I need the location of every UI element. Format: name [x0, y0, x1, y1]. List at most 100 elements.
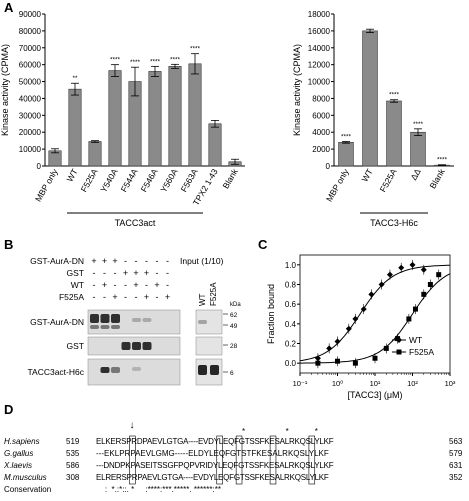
western-blot-panel: GST-AurA-DN + + + - - - - - GST - - - + + + - - WT - + - - + - + -…: [0, 248, 258, 398]
y-tick-label: 14000: [308, 44, 331, 53]
gel-plus-minus: -: [93, 292, 96, 302]
y-tick-label: 0.0: [285, 359, 297, 368]
gel-plus-minus: -: [156, 292, 159, 302]
gel-plus-minus: +: [102, 256, 107, 266]
blot-band: [132, 367, 141, 371]
conservation-label: Conservation: [4, 485, 51, 494]
data-point: [334, 338, 341, 345]
seq-start: 308: [66, 473, 80, 482]
blot-band: [111, 314, 120, 323]
bar: [68, 88, 82, 167]
data-point: [398, 264, 405, 271]
x-tick-label: Blank: [220, 166, 240, 190]
seq-start: 535: [66, 449, 80, 458]
x-tick-label: 10²: [407, 379, 418, 388]
bar: [362, 30, 378, 167]
seq-end: 579: [449, 449, 463, 458]
data-point: [352, 315, 359, 322]
sequence: ---EKLPRPAEVLGMG-----ELDYLEQFGTSTFKESALR…: [96, 449, 329, 458]
gel-plus-minus: +: [133, 268, 138, 278]
data-point: [436, 272, 442, 278]
gel-plus-minus: -: [114, 280, 117, 290]
conserved-box: [129, 435, 136, 485]
gel-row-label: GST: [67, 268, 84, 278]
blot-band: [100, 314, 110, 323]
y-tick-label: 90000: [19, 10, 42, 19]
y-axis-label: Kinase activity (CPMA): [292, 44, 302, 136]
gel-row-label: WT: [71, 280, 84, 290]
bar: [88, 141, 102, 167]
x-tick-label: WT: [359, 167, 374, 183]
marker-label: 28: [230, 343, 238, 350]
y-tick-label: 0.6: [285, 300, 297, 309]
blot-label: GST: [67, 341, 84, 351]
y-tick-label: 80000: [19, 27, 42, 36]
blot-band: [198, 365, 207, 375]
conserved-box: [308, 435, 316, 485]
y-tick-label: 70000: [19, 44, 42, 53]
significance-stars: **: [72, 75, 78, 82]
data-point: [345, 325, 352, 332]
lane-label: F525A: [209, 282, 218, 306]
blot-label: TACC3act-H6c: [27, 367, 84, 377]
gel-plus-minus: -: [156, 256, 159, 266]
gel-plus-minus: +: [154, 280, 159, 290]
gel-plus-minus: -: [166, 256, 169, 266]
significance-stars: ****: [413, 121, 424, 128]
binding-curve-chart: 0.0 0.2 0.4 0.6 0.8 1.0 10⁻¹ 10⁰ 10¹ 10² 10³ Fracti…: [266, 254, 456, 400]
input-label: Input (1/10): [180, 256, 224, 266]
y-tick-label: 2000: [312, 145, 330, 154]
gel-plus-minus: -: [103, 292, 106, 302]
seq-end: 352: [449, 473, 463, 482]
significance-stars: ****: [389, 92, 400, 99]
blot-band: [132, 318, 141, 322]
significance-stars: ****: [190, 46, 201, 53]
arrow-marker: ↓: [129, 420, 134, 431]
seq-start: 586: [66, 461, 80, 470]
data-point: [406, 316, 412, 322]
bar: [208, 123, 222, 167]
conserved-box: [235, 435, 243, 485]
bar: [410, 131, 426, 167]
bar-chart-tacc3-h6c: 0 2000 4000 6000 8000 10000 12000 14000 16000 180…: [292, 10, 454, 228]
gel-plus-minus: -: [166, 280, 169, 290]
data-point: [412, 306, 418, 312]
y-axis-label: Kinase activity (CPMA): [0, 44, 10, 136]
blot-band: [198, 320, 207, 324]
sequence: ELKERSPRDPAEVLGTGA----EVDYLEQFGTSSFKESAL…: [96, 437, 334, 446]
y-tick-label: 50000: [19, 78, 42, 87]
organism-name: M.musculus: [4, 473, 47, 482]
gel-plus-minus: -: [145, 256, 148, 266]
data-point: [427, 282, 433, 287]
gel-plus-minus: -: [166, 268, 169, 278]
y-tick-label: 0: [326, 162, 331, 171]
blot-band: [90, 325, 99, 329]
data-point: [368, 291, 375, 298]
data-point: [326, 345, 333, 352]
x-axis-label: [TACC3] (μM): [347, 390, 402, 400]
gel-plus-minus: +: [165, 292, 170, 302]
blot-band: [100, 325, 110, 329]
blot-band: [121, 342, 131, 350]
conserved-box: [216, 435, 223, 485]
significance-stars: ****: [341, 134, 352, 141]
data-point: [420, 266, 427, 273]
x-tick-label: ΔΔ: [408, 167, 422, 182]
y-tick-label: 16000: [308, 27, 331, 36]
gel-row-label: GST-AurA-DN: [30, 256, 84, 266]
organism-name: H.sapiens: [4, 437, 40, 446]
marker-label: 49: [230, 323, 238, 330]
kda-label: kDa: [230, 302, 241, 308]
blot-band: [210, 365, 219, 375]
bar-chart-tacc3act: 0 10000 20000 30000 40000 50000 60000 70000 8000…: [0, 10, 245, 228]
seq-start: 519: [66, 437, 80, 446]
gel-plus-minus: -: [93, 280, 96, 290]
panel-a-letter: A: [4, 0, 14, 15]
marker-label: 6: [230, 370, 234, 377]
data-point: [378, 281, 385, 288]
blot-label: GST-AurA-DN: [30, 317, 84, 327]
x-tick-label: 10⁰: [332, 379, 343, 388]
x-tick-label: MBP only: [324, 166, 351, 203]
gel-plus-minus: +: [123, 268, 128, 278]
y-tick-label: 0.8: [285, 281, 297, 290]
